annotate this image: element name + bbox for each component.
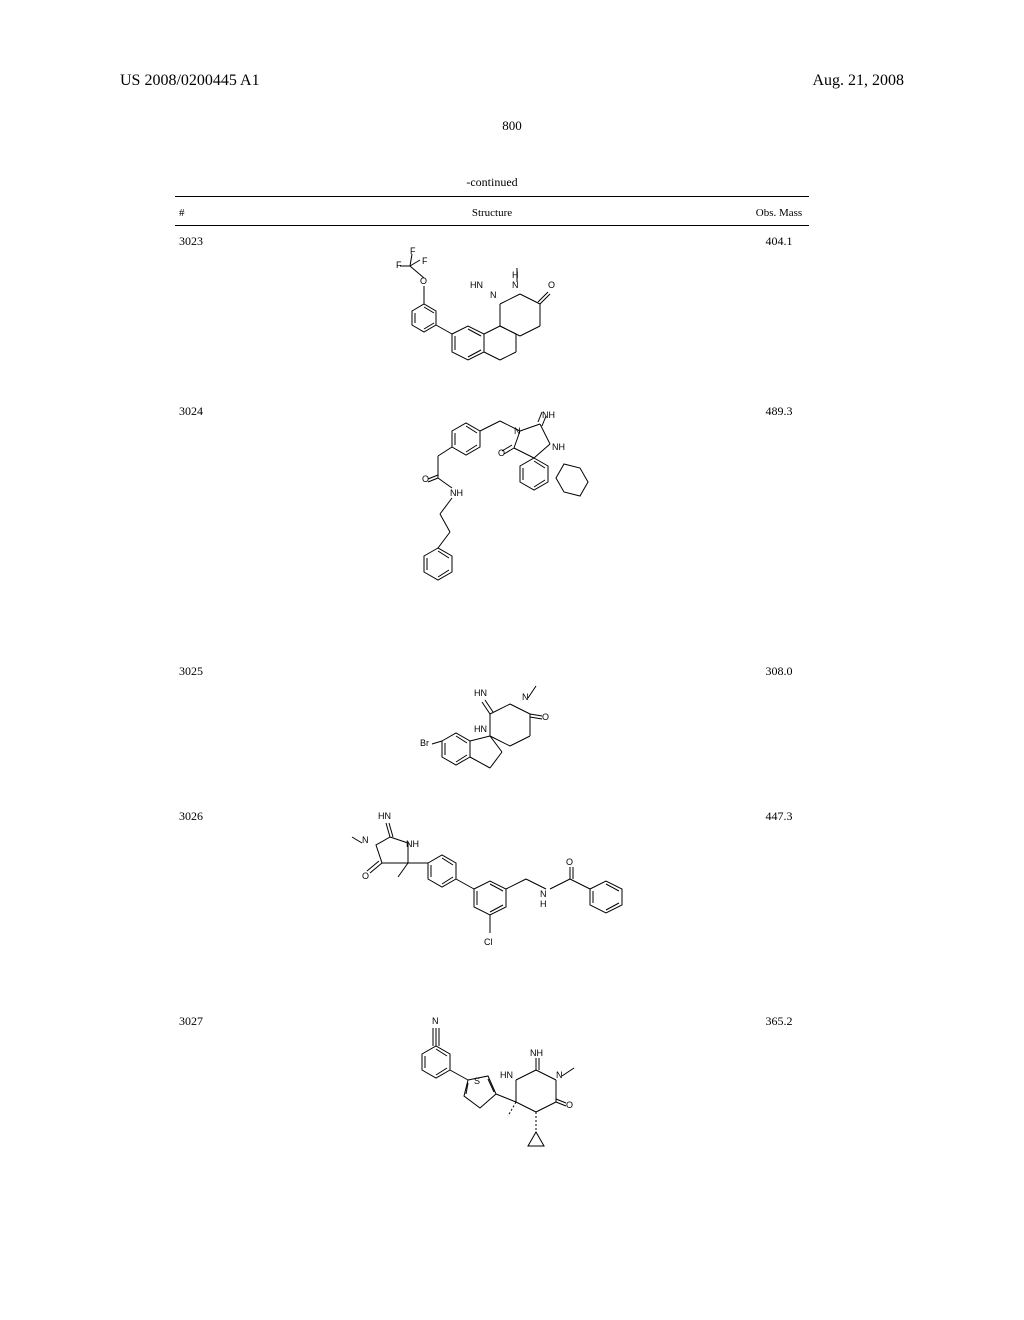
svg-text:N: N xyxy=(490,290,497,300)
compound-structure: N NH NH O xyxy=(235,396,749,656)
svg-text:N: N xyxy=(522,692,529,702)
col-header-structure: Structure xyxy=(235,207,749,219)
molecule-icon: Br HN HN xyxy=(362,656,622,801)
compound-mass: 447.3 xyxy=(749,801,809,824)
compound-mass: 489.3 xyxy=(749,396,809,419)
svg-text:NH: NH xyxy=(552,442,565,452)
col-header-num: # xyxy=(175,207,235,219)
svg-text:H: H xyxy=(540,899,547,909)
compound-number: 3023 xyxy=(175,226,235,249)
compound-mass: 308.0 xyxy=(749,656,809,679)
svg-text:Cl: Cl xyxy=(484,937,493,947)
compound-structure: HN N NH O xyxy=(235,801,749,1006)
compound-mass: 365.2 xyxy=(749,1006,809,1029)
svg-text:Br: Br xyxy=(420,738,429,748)
molecule-icon: N NH NH O xyxy=(352,396,632,656)
table-row: 3026 HN N NH O xyxy=(175,801,809,1006)
svg-text:NH: NH xyxy=(530,1048,543,1058)
svg-text:N: N xyxy=(556,1070,563,1080)
page-number: 800 xyxy=(502,118,522,134)
compound-table: -continued # Structure Obs. Mass 3023 O … xyxy=(175,175,809,1191)
table-row: 3024 N xyxy=(175,396,809,656)
table-row: 3023 O F F F xyxy=(175,226,809,396)
svg-text:O: O xyxy=(422,474,429,484)
svg-text:HN: HN xyxy=(474,688,487,698)
svg-text:S: S xyxy=(474,1076,480,1086)
compound-number: 3025 xyxy=(175,656,235,679)
svg-text:N: N xyxy=(362,835,369,845)
publication-date: Aug. 21, 2008 xyxy=(812,72,904,90)
continued-label: -continued xyxy=(175,175,809,190)
compound-number: 3024 xyxy=(175,396,235,419)
svg-text:O: O xyxy=(566,857,573,867)
svg-text:O: O xyxy=(566,1100,573,1110)
compound-mass: 404.1 xyxy=(749,226,809,249)
table-header-row: # Structure Obs. Mass xyxy=(175,196,809,226)
svg-text:O: O xyxy=(542,712,549,722)
molecule-icon: HN N NH O xyxy=(322,801,662,1006)
svg-text:HN: HN xyxy=(470,280,483,290)
table-row: 3025 Br xyxy=(175,656,809,801)
svg-text:NH: NH xyxy=(542,410,555,420)
molecule-icon: O F F F xyxy=(352,226,632,396)
svg-text:F: F xyxy=(410,246,416,256)
svg-text:HN: HN xyxy=(474,724,487,734)
molecule-icon: N S xyxy=(352,1006,632,1191)
svg-text:N: N xyxy=(512,280,519,290)
svg-text:O: O xyxy=(362,871,369,881)
svg-text:N: N xyxy=(432,1016,439,1026)
compound-structure: O F F F xyxy=(235,226,749,396)
table-row: 3027 N S xyxy=(175,1006,809,1191)
col-header-mass: Obs. Mass xyxy=(749,207,809,219)
compound-number: 3027 xyxy=(175,1006,235,1029)
svg-text:O: O xyxy=(548,280,555,290)
compound-structure: N S xyxy=(235,1006,749,1191)
svg-text:F: F xyxy=(396,260,402,270)
svg-text:HN: HN xyxy=(500,1070,513,1080)
compound-number: 3026 xyxy=(175,801,235,824)
compound-structure: Br HN HN xyxy=(235,656,749,801)
svg-text:NH: NH xyxy=(406,839,419,849)
svg-text:F: F xyxy=(422,256,428,266)
svg-text:HN: HN xyxy=(378,811,391,821)
publication-number: US 2008/0200445 A1 xyxy=(120,72,260,90)
svg-text:H: H xyxy=(512,270,519,280)
page-header: US 2008/0200445 A1 Aug. 21, 2008 xyxy=(0,72,1024,90)
svg-text:N: N xyxy=(540,889,547,899)
svg-text:NH: NH xyxy=(450,488,463,498)
